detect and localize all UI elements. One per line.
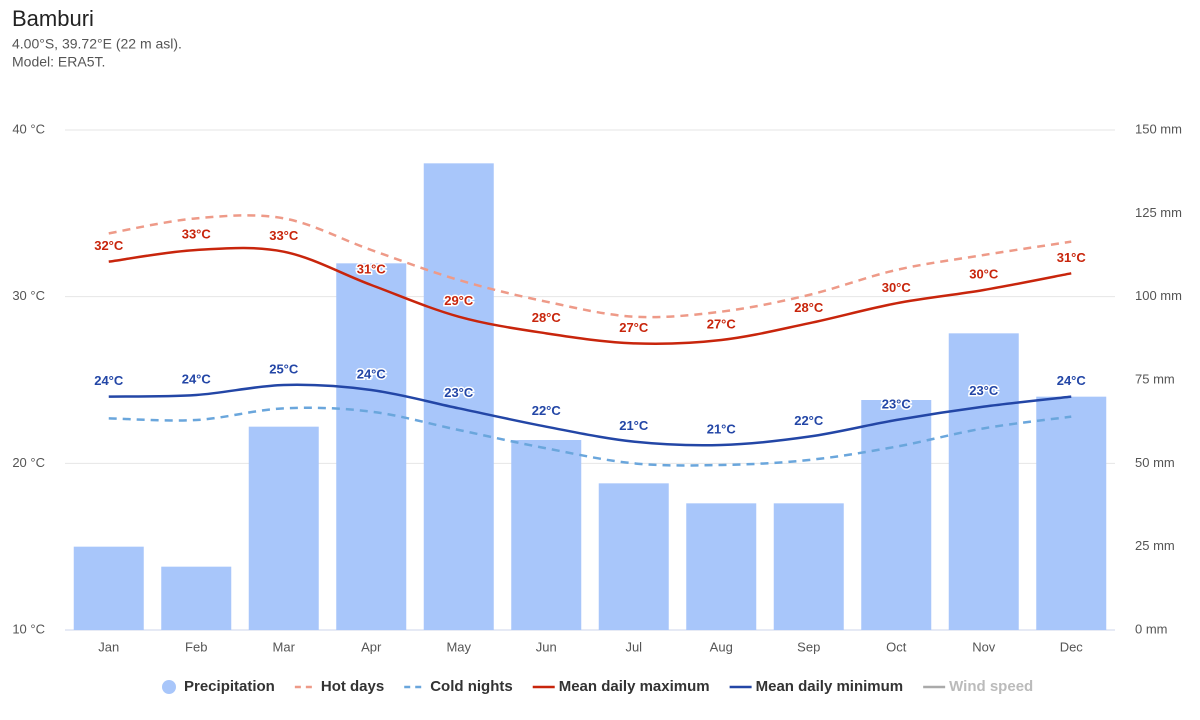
chart-title: Bamburi: [12, 6, 94, 31]
series-line: [108, 406, 1072, 467]
x-tick-label: Dec: [1060, 639, 1084, 654]
data-label: 24°C: [357, 366, 387, 381]
y-tick-label: 20 °C: [12, 455, 45, 470]
data-label: 29°C: [444, 293, 474, 308]
y-tick-label: 10 °C: [12, 621, 45, 636]
precipitation-bar: [511, 440, 582, 630]
y2-tick-label: 100 mm: [1135, 288, 1182, 303]
precipitation-bar: [686, 503, 757, 630]
series-line: [108, 246, 1072, 345]
precipitation-bar: [948, 333, 1019, 630]
legend-label: Hot days: [321, 678, 384, 695]
x-tick-label: Feb: [185, 639, 207, 654]
data-label: 28°C: [794, 300, 824, 315]
y2-tick-label: 150 mm: [1135, 121, 1182, 136]
series-line: [108, 383, 1072, 447]
legend-label: Cold nights: [430, 678, 513, 695]
data-label: 22°C: [794, 413, 824, 428]
data-label: 33°C: [182, 226, 212, 241]
x-tick-label: Sep: [797, 639, 820, 654]
precipitation-bar: [161, 566, 232, 630]
data-label: 23°C: [882, 396, 912, 411]
x-tick-label: Apr: [361, 639, 382, 654]
x-tick-label: Jul: [625, 639, 642, 654]
precipitation-bar: [773, 503, 844, 630]
x-tick-label: May: [446, 639, 471, 654]
y2-tick-label: 0 mm: [1135, 621, 1168, 636]
data-label: 24°C: [94, 373, 124, 388]
precipitation-bar: [598, 483, 669, 630]
x-tick-label: Oct: [886, 639, 907, 654]
y2-tick-label: 50 mm: [1135, 455, 1175, 470]
legend-marker: [162, 680, 176, 694]
data-label: 30°C: [882, 280, 912, 295]
precipitation-bar: [1036, 396, 1107, 630]
data-label: 23°C: [444, 385, 474, 400]
data-label: 32°C: [94, 238, 124, 253]
y2-tick-label: 75 mm: [1135, 371, 1175, 386]
data-label: 27°C: [707, 316, 737, 331]
y-tick-label: 40 °C: [12, 121, 45, 136]
data-label: 28°C: [532, 310, 562, 325]
y2-tick-label: 125 mm: [1135, 205, 1182, 220]
x-tick-label: Jan: [98, 639, 119, 654]
legend-label: Precipitation: [184, 678, 275, 695]
data-label: 21°C: [619, 418, 649, 433]
data-label: 30°C: [969, 266, 999, 281]
legend-label: Wind speed: [949, 678, 1033, 695]
data-label: 25°C: [269, 361, 299, 376]
y2-tick-label: 25 mm: [1135, 538, 1175, 553]
data-label: 33°C: [269, 228, 299, 243]
x-tick-label: Jun: [536, 639, 557, 654]
legend-label: Mean daily minimum: [756, 678, 904, 695]
precipitation-bar: [336, 263, 407, 630]
data-label: 31°C: [1057, 250, 1087, 265]
x-tick-label: Mar: [273, 639, 296, 654]
data-label: 23°C: [969, 383, 999, 398]
data-label: 21°C: [707, 421, 737, 436]
data-label: 27°C: [619, 320, 649, 335]
data-label: 31°C: [357, 261, 387, 276]
x-tick-label: Nov: [972, 639, 996, 654]
data-label: 24°C: [182, 371, 212, 386]
series-line: [108, 214, 1072, 319]
precipitation-bar: [73, 546, 144, 630]
data-label: 22°C: [532, 403, 562, 418]
precipitation-bar: [861, 400, 932, 630]
y-tick-label: 30 °C: [12, 288, 45, 303]
chart-subtitle: 4.00°S, 39.72°E (22 m asl).: [12, 36, 182, 52]
chart-subtitle: Model: ERA5T.: [12, 54, 105, 70]
legend-label: Mean daily maximum: [559, 678, 710, 695]
precipitation-bar: [248, 426, 319, 630]
precipitation-bar: [423, 163, 494, 631]
x-tick-label: Aug: [710, 639, 733, 654]
data-label: 24°C: [1057, 373, 1087, 388]
